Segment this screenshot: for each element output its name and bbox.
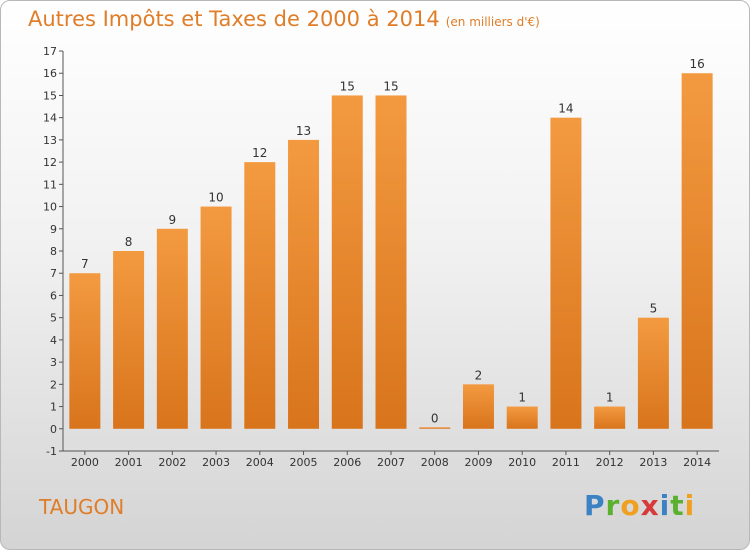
y-tick-label: 14 (43, 112, 57, 125)
data-label: 15 (383, 79, 398, 93)
y-tick-label: 3 (50, 356, 57, 369)
bar (200, 206, 232, 429)
data-label: 16 (689, 57, 704, 71)
y-tick-label: 8 (50, 245, 57, 258)
data-label: 0 (431, 411, 439, 425)
x-tick-label: 2003 (202, 456, 230, 469)
y-tick-label: 10 (43, 201, 57, 214)
data-label: 2 (475, 368, 483, 382)
bar (69, 273, 101, 429)
x-tick-label: 2000 (71, 456, 99, 469)
data-label: 8 (125, 235, 133, 249)
bar (637, 317, 669, 429)
x-tick-label: 2012 (596, 456, 624, 469)
y-tick-label: 2 (50, 378, 57, 391)
y-tick-label: 15 (43, 89, 57, 102)
data-label: 14 (558, 102, 573, 116)
data-label: 15 (340, 79, 355, 93)
x-tick-label: 2008 (421, 456, 449, 469)
x-tick-label: 2007 (377, 456, 405, 469)
y-tick-label: 16 (43, 67, 57, 80)
bar (681, 73, 713, 429)
data-label: 12 (252, 146, 267, 160)
bar (462, 384, 494, 429)
x-tick-label: 2014 (683, 456, 711, 469)
bar (594, 406, 626, 429)
proxiti-logo: Proxiti (584, 489, 696, 522)
x-tick-label: 2013 (639, 456, 667, 469)
bar (156, 228, 188, 429)
y-tick-label: 17 (43, 45, 57, 58)
bar (288, 139, 320, 429)
x-tick-label: 2001 (115, 456, 143, 469)
y-tick-label: 7 (50, 267, 57, 280)
y-tick-label: 1 (50, 401, 57, 414)
y-tick-label: 11 (43, 178, 57, 191)
bar (419, 427, 451, 429)
data-label: 1 (606, 391, 614, 405)
y-tick-label: 0 (50, 423, 57, 436)
x-tick-label: 2006 (333, 456, 361, 469)
bar (244, 162, 276, 429)
bar (506, 406, 538, 429)
y-tick-label: -1 (46, 445, 57, 458)
x-tick-label: 2005 (290, 456, 318, 469)
data-label: 9 (169, 213, 177, 227)
x-tick-label: 2011 (552, 456, 580, 469)
data-label: 7 (81, 257, 89, 271)
commune-name: TAUGON (39, 495, 125, 519)
bar (113, 251, 145, 429)
data-label: 10 (208, 191, 223, 205)
y-tick-label: 4 (50, 334, 57, 347)
x-tick-label: 2010 (508, 456, 536, 469)
data-label: 5 (650, 302, 658, 316)
x-tick-label: 2009 (464, 456, 492, 469)
y-tick-label: 9 (50, 223, 57, 236)
chart-title: Autres Impôts et Taxes de 2000 à 2014 (en… (28, 7, 540, 31)
chart-subtitle: (en milliers d'€) (445, 15, 540, 29)
y-tick-label: 13 (43, 134, 57, 147)
data-label: 1 (518, 391, 526, 405)
bar (375, 95, 407, 429)
bar (331, 95, 363, 429)
x-tick-label: 2004 (246, 456, 274, 469)
y-tick-label: 6 (50, 289, 57, 302)
bar (550, 117, 582, 429)
y-tick-label: 12 (43, 156, 57, 169)
x-tick-label: 2002 (158, 456, 186, 469)
data-label: 13 (296, 124, 311, 138)
y-tick-label: 5 (50, 312, 57, 325)
